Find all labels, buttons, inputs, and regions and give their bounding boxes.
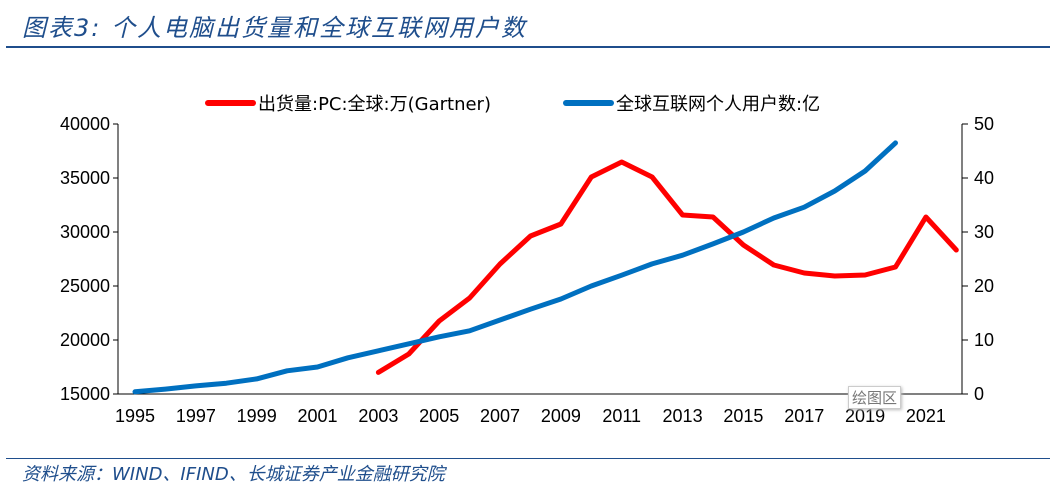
left-axis-tick-label: 35000 <box>60 168 110 188</box>
x-axis-tick-label: 1997 <box>176 406 216 426</box>
source-note: 资料来源：WIND、IFIND、长城证券产业金融研究院 <box>22 464 445 485</box>
x-axis-tick-label: 2009 <box>541 406 581 426</box>
x-axis-tick-label: 2019 <box>845 406 885 426</box>
x-axis-tick-label: 2005 <box>419 406 459 426</box>
series-line-1 <box>375 159 959 375</box>
right-axis-tick-label: 20 <box>974 276 994 296</box>
x-axis-tick-label: 2021 <box>906 406 946 426</box>
left-axis-tick-label: 40000 <box>60 114 110 134</box>
x-axis-tick-label: 1999 <box>237 406 277 426</box>
x-axis-tick-label: 2001 <box>297 406 337 426</box>
left-axis-tick-label: 25000 <box>60 276 110 296</box>
title-divider <box>6 46 1050 48</box>
right-axis-tick-label: 30 <box>974 222 994 242</box>
x-axis-tick-label: 1995 <box>115 406 155 426</box>
series-line-2 <box>132 140 898 395</box>
legend-label-2: 全球互联网个人用户数:亿 <box>616 94 820 115</box>
x-axis-tick-label: 2015 <box>723 406 763 426</box>
right-axis-tick-label: 40 <box>974 168 994 188</box>
figure-title: 图表3: 个人电脑出货量和全球互联网用户数 <box>22 14 527 42</box>
right-axis-tick-label: 50 <box>974 114 994 134</box>
plot-area-tooltip: 绘图区 <box>848 386 902 409</box>
source-divider <box>6 458 1050 459</box>
x-axis-tick-label: 2011 <box>602 406 641 426</box>
left-axis-tick-label: 15000 <box>60 384 110 404</box>
x-axis-tick-label: 2003 <box>358 406 398 426</box>
right-axis-tick-label: 10 <box>974 330 994 350</box>
x-axis-tick-label: 2017 <box>784 406 824 426</box>
x-axis-tick-label: 2007 <box>480 406 520 426</box>
right-axis-tick-label: 0 <box>974 384 984 404</box>
x-axis-tick-label: 2013 <box>663 406 703 426</box>
left-axis-tick-label: 20000 <box>60 330 110 350</box>
left-axis-tick-label: 30000 <box>60 222 110 242</box>
legend-label-1: 出货量:PC:全球:万(Gartner) <box>258 94 491 115</box>
